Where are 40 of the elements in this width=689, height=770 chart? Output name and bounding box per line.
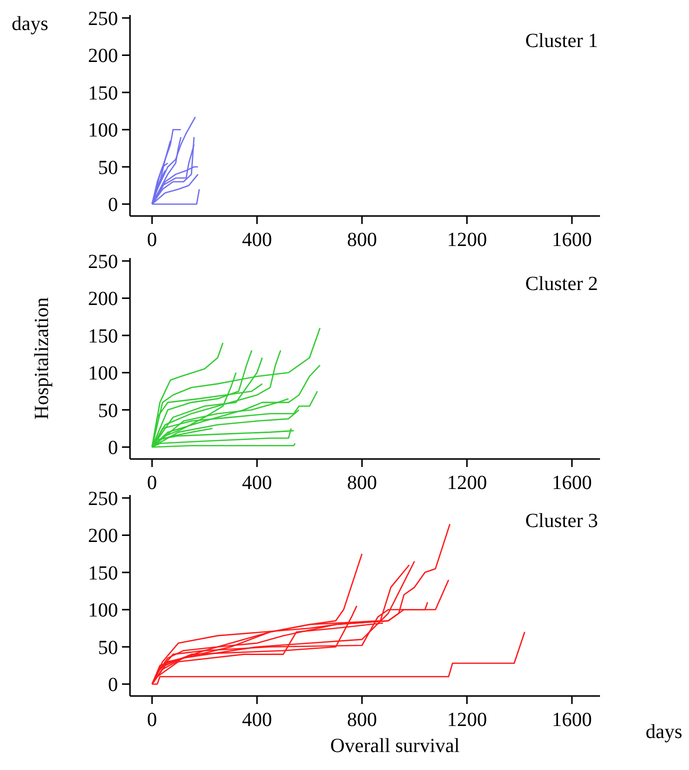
- text: days: [12, 13, 49, 35]
- y-tick-label: 150: [88, 82, 118, 104]
- x-tick-label: 800: [346, 229, 377, 251]
- x-tick-label: 1200: [446, 472, 487, 494]
- x-tick-label: 1600: [552, 229, 592, 251]
- y-axis-title: Hospitalization: [31, 297, 53, 420]
- y-tick-label: 200: [88, 525, 118, 548]
- x-tick-label: 1200: [446, 229, 487, 251]
- y-tick-label: 0: [108, 194, 118, 216]
- y-tick-label: 0: [108, 437, 118, 460]
- x-tick-label: 0: [147, 709, 158, 731]
- x-tick-label: 0: [147, 229, 158, 251]
- y-tick-label: 100: [88, 600, 118, 622]
- x-tick-label: 1600: [552, 709, 592, 731]
- x-tick-label: 400: [242, 472, 272, 494]
- y-tick-label: 200: [88, 288, 118, 310]
- x-tick-label: 0: [147, 472, 158, 494]
- y-tick-label: 0: [108, 674, 118, 696]
- x-axis-title: Overall survival: [330, 735, 460, 757]
- y-tick-label: 100: [88, 362, 118, 385]
- text: days: [646, 721, 683, 743]
- y-tick-label: 50: [98, 400, 118, 422]
- y-tick-label: 250: [88, 488, 118, 510]
- y-tick-label: 150: [88, 562, 118, 584]
- text: Cluster 2: [525, 273, 598, 295]
- y-tick-label: 50: [98, 636, 118, 659]
- y-tick-label: 100: [88, 120, 118, 142]
- y-tick-label: 150: [88, 325, 118, 348]
- y-tick-label: 50: [98, 156, 118, 179]
- x-tick-label: 400: [242, 229, 272, 251]
- x-tick-label: 400: [242, 709, 272, 731]
- y-tick-label: 250: [88, 8, 118, 30]
- text: Cluster 1: [525, 30, 598, 52]
- x-tick-label: 1600: [552, 472, 592, 494]
- text: Cluster 3: [525, 510, 598, 532]
- x-tick-label: 800: [346, 709, 377, 731]
- x-tick-label: 800: [346, 472, 377, 494]
- x-tick-label: 1200: [446, 709, 487, 731]
- y-tick-label: 200: [88, 45, 118, 68]
- y-tick-label: 250: [88, 250, 118, 273]
